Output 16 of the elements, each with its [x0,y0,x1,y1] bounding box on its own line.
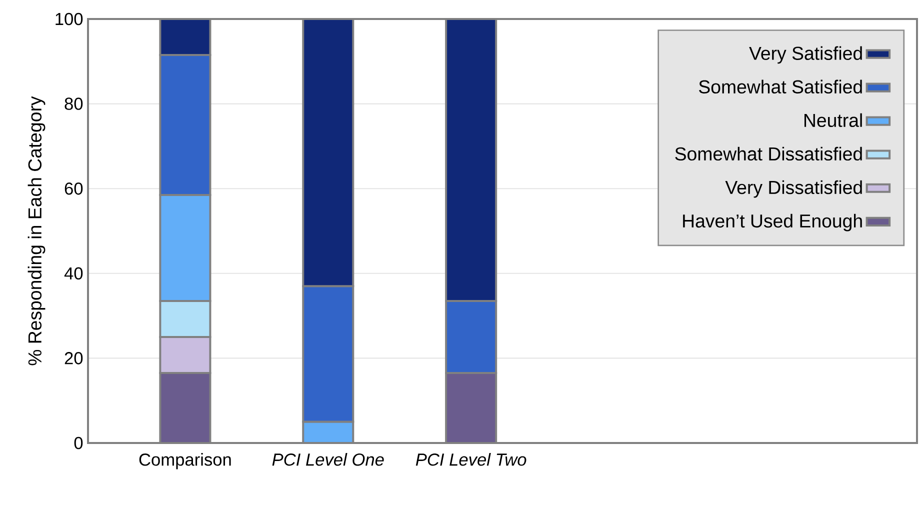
legend-label: Very Satisfied [749,46,862,64]
legend-label: Neutral [804,113,862,128]
y-axis-title: % Responding in Each Category [28,96,46,366]
y-tick-label: 100 [56,12,83,26]
y-tick-label: 20 [64,352,83,364]
x-tick-label: Comparison [139,453,231,470]
x-tick-label: PCI Level One [272,453,384,466]
y-tick-label: 80 [64,98,83,110]
legend-label: Somewhat Dissatisfied [675,146,862,161]
y-tick-label: 0 [74,436,83,450]
y-tick-label: 60 [64,182,83,195]
legend-label: Very Dissatisfied [725,180,862,198]
y-tick-label: 40 [64,267,83,280]
x-tick-label: PCI Level Two [416,453,526,466]
legend-label: Haven’t Used Enough [683,214,862,232]
legend-label: Somewhat Satisfied [699,80,862,94]
